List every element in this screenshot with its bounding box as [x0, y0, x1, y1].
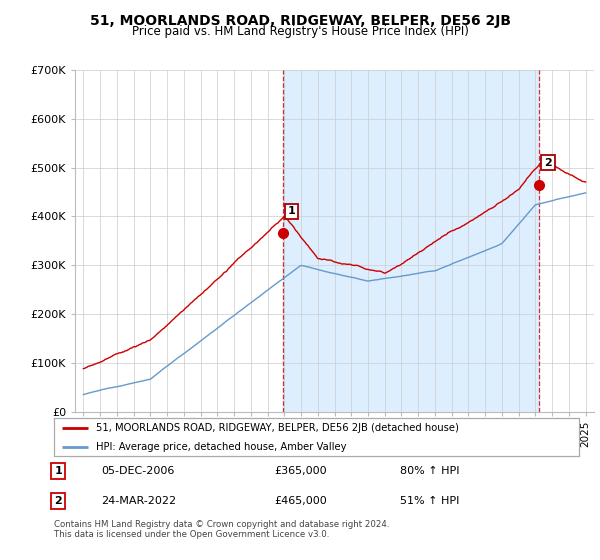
Text: 2: 2: [55, 496, 62, 506]
Text: 2: 2: [544, 157, 552, 167]
Bar: [283, 70, 539, 412]
Text: HPI: Average price, detached house, Amber Valley: HPI: Average price, detached house, Ambe…: [96, 442, 347, 452]
Text: 51% ↑ HPI: 51% ↑ HPI: [401, 496, 460, 506]
Text: 05-DEC-2006: 05-DEC-2006: [101, 466, 175, 476]
Text: 24-MAR-2022: 24-MAR-2022: [101, 496, 176, 506]
Text: 80% ↑ HPI: 80% ↑ HPI: [401, 466, 460, 476]
Text: 51, MOORLANDS ROAD, RIDGEWAY, BELPER, DE56 2JB (detached house): 51, MOORLANDS ROAD, RIDGEWAY, BELPER, DE…: [96, 423, 459, 433]
Text: 1: 1: [55, 466, 62, 476]
Text: 51, MOORLANDS ROAD, RIDGEWAY, BELPER, DE56 2JB: 51, MOORLANDS ROAD, RIDGEWAY, BELPER, DE…: [89, 14, 511, 28]
Text: Contains HM Land Registry data © Crown copyright and database right 2024.
This d: Contains HM Land Registry data © Crown c…: [54, 520, 389, 539]
Text: £365,000: £365,000: [275, 466, 327, 476]
Text: £465,000: £465,000: [275, 496, 327, 506]
Text: Price paid vs. HM Land Registry's House Price Index (HPI): Price paid vs. HM Land Registry's House …: [131, 25, 469, 38]
Text: 1: 1: [288, 207, 296, 216]
